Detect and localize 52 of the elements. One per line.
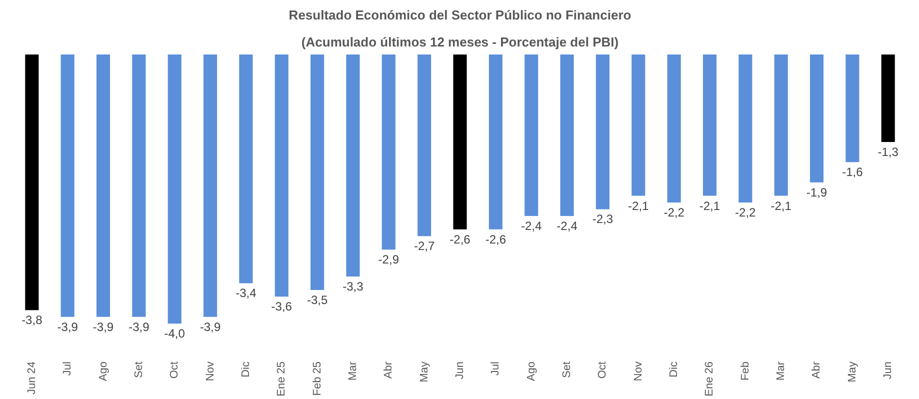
x-tick-label: Abr: [382, 361, 395, 379]
data-label: -2,6: [450, 232, 471, 246]
data-label: -2,1: [628, 198, 650, 213]
data-label: -3,9: [92, 320, 114, 334]
chart-subtitle: (Acumulado últimos 12 meses - Porcentaje del PBI): [301, 34, 619, 50]
data-label: -3,3: [342, 280, 364, 294]
data-label: -2,4: [521, 218, 542, 233]
x-tick-label: May: [418, 361, 430, 382]
x-tick-label: Ene 25: [276, 361, 288, 396]
x-tick-label: May: [846, 361, 858, 382]
data-label: -1,6: [842, 165, 864, 180]
data-label: -3,8: [22, 313, 43, 328]
data-label: -3,9: [128, 320, 150, 334]
x-tick-label: Ene 26: [704, 361, 716, 396]
x-tick-label: Mar: [346, 361, 359, 380]
x-tick-label: Dic: [240, 361, 252, 378]
data-label: -3,9: [57, 320, 78, 334]
x-tick-label: Jul: [62, 362, 74, 376]
data-label: -2,1: [699, 198, 720, 213]
data-label: -2,2: [664, 206, 685, 220]
x-tick-label: Dic: [668, 361, 680, 378]
chart-title: Resultado Económico del Sector Público no Financiero: [288, 8, 632, 22]
x-tick-label: Oct: [168, 361, 181, 379]
data-label: -2,9: [378, 252, 400, 267]
x-tick-label: Ago: [525, 361, 538, 382]
data-label: -1,3: [878, 144, 899, 159]
data-label: -2,4: [556, 218, 578, 233]
data-label: -1,9: [806, 185, 828, 200]
data-label: -3,5: [306, 292, 328, 307]
x-tick-label: Set: [132, 361, 145, 378]
x-tick-label: Feb 25: [311, 361, 324, 396]
x-tick-label: Nov: [632, 361, 644, 382]
data-label: -3,6: [271, 300, 292, 314]
data-label: -4,0: [164, 326, 186, 341]
x-tick-label: Jun 24: [26, 361, 38, 395]
x-tick-label: Jun: [454, 361, 466, 380]
x-tick-label: Jul: [490, 362, 502, 376]
x-tick-label: Set: [561, 361, 574, 378]
data-label: -2,6: [485, 232, 506, 246]
x-tick-label: Nov: [204, 361, 216, 382]
x-tick-label: Ago: [97, 361, 110, 382]
data-label: -3,9: [200, 320, 221, 334]
data-label: -2,1: [770, 198, 792, 213]
data-label: -2,2: [735, 206, 756, 220]
x-tick-label: Mar: [775, 361, 788, 380]
x-tick-label: Feb: [739, 361, 752, 380]
x-tick-label: Abr: [810, 361, 823, 379]
x-tick-label: Jun: [882, 361, 894, 380]
data-label: -2,7: [414, 239, 435, 254]
data-label: -2,3: [592, 212, 614, 226]
x-tick-label: Oct: [596, 361, 609, 379]
data-label: -3,4: [236, 286, 257, 300]
